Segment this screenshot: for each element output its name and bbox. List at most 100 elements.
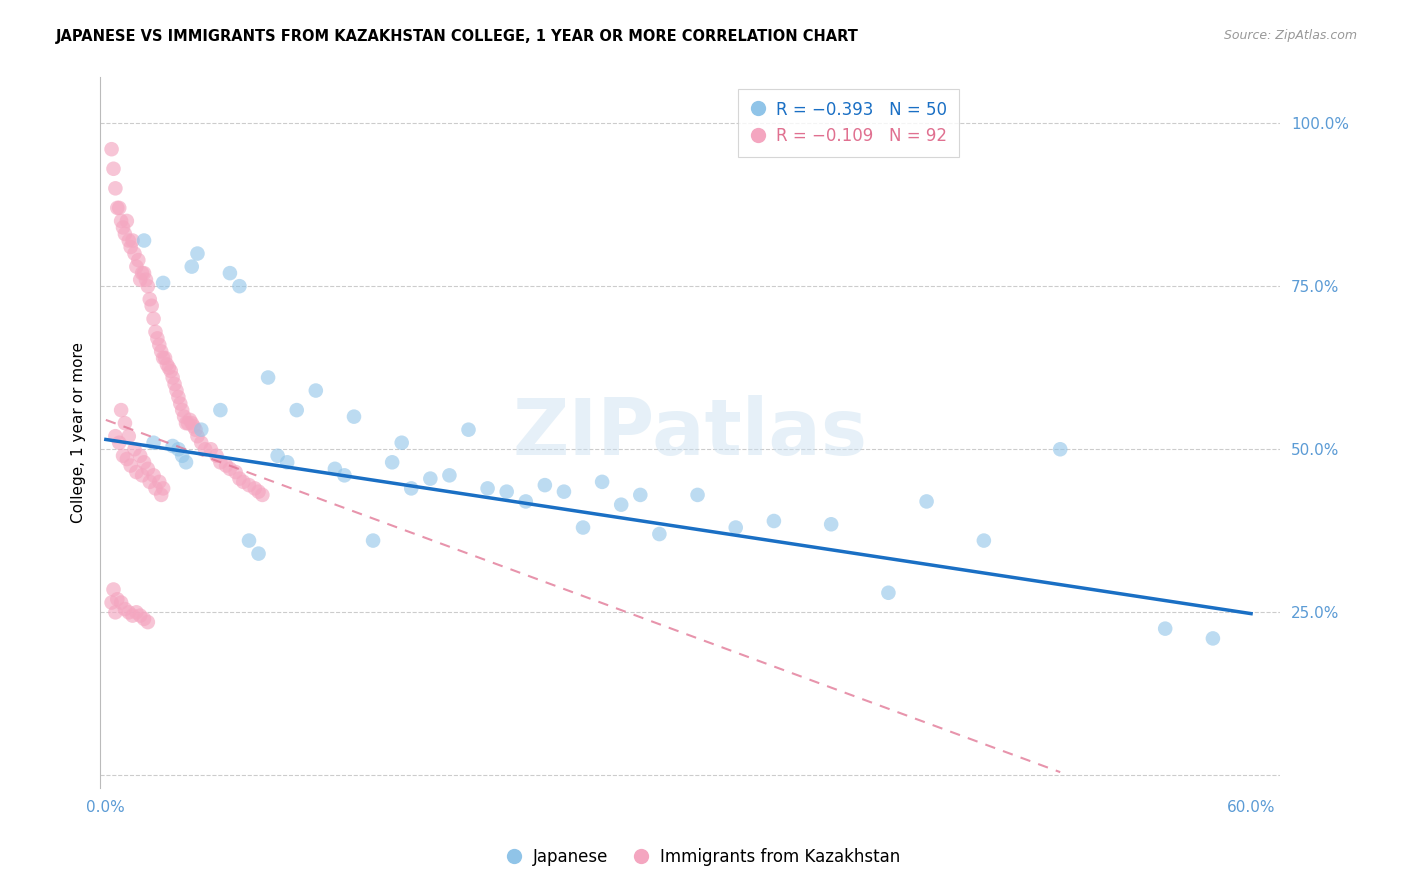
Point [100,595,122,609]
Point [391,435,413,450]
Point [243,482,266,496]
Point [132,455,155,469]
Point [162,370,184,384]
Point [686,488,709,502]
Point [285,403,308,417]
Point [1049,442,1071,457]
Point [167,442,190,457]
Point [186,429,208,443]
Point [877,586,900,600]
Point [591,475,613,489]
Point [238,478,260,492]
Point [148,475,170,489]
Point [114,227,136,241]
Point [136,615,159,629]
Point [136,279,159,293]
Point [139,292,162,306]
Point [515,494,537,508]
Point [179,413,201,427]
Point [495,484,517,499]
Point [183,419,205,434]
Point [162,439,184,453]
Point [104,429,127,443]
Point [136,462,159,476]
Point [132,612,155,626]
Point [152,276,174,290]
Point [103,161,125,176]
Text: ZIPatlas: ZIPatlas [512,395,868,471]
Point [104,181,127,195]
Point [219,266,242,280]
Point [184,423,207,437]
Point [141,299,163,313]
Point [110,403,132,417]
Point [915,494,938,508]
Point [361,533,384,548]
Point [139,475,162,489]
Point [169,396,191,410]
Point [762,514,785,528]
Point [180,416,202,430]
Point [820,517,842,532]
Point [228,279,250,293]
Point [205,449,228,463]
Point [628,488,651,502]
Point [105,592,128,607]
Point [190,423,212,437]
Point [238,533,260,548]
Point [114,602,136,616]
Point [142,435,165,450]
Point [232,475,254,489]
Text: JAPANESE VS IMMIGRANTS FROM KAZAKHSTAN COLLEGE, 1 YEAR OR MORE CORRELATION CHART: JAPANESE VS IMMIGRANTS FROM KAZAKHSTAN C… [56,29,859,44]
Point [219,462,242,476]
Point [127,253,149,268]
Point [100,142,122,156]
Point [167,390,190,404]
Legend: Japanese, Immigrants from Kazakhstan: Japanese, Immigrants from Kazakhstan [499,842,907,873]
Point [457,423,479,437]
Point [305,384,328,398]
Point [173,409,195,424]
Point [973,533,995,548]
Point [153,351,176,365]
Y-axis label: College, 1 year or more: College, 1 year or more [72,343,86,524]
Point [200,442,222,457]
Legend: R = −0.393   N = 50, R = −0.109   N = 92: R = −0.393 N = 50, R = −0.109 N = 92 [738,89,959,157]
Point [131,266,153,280]
Point [534,478,557,492]
Point [174,455,197,469]
Point [112,220,135,235]
Point [343,409,366,424]
Point [132,234,155,248]
Point [186,246,208,260]
Point [180,260,202,274]
Point [129,273,152,287]
Point [194,442,217,457]
Point [247,484,270,499]
Point [225,465,247,479]
Point [323,462,346,476]
Point [439,468,461,483]
Point [124,442,146,457]
Point [121,608,143,623]
Point [157,360,180,375]
Point [252,488,274,502]
Point [152,351,174,365]
Point [103,582,125,597]
Point [163,377,186,392]
Point [150,488,173,502]
Point [125,605,148,619]
Point [118,234,141,248]
Point [172,449,194,463]
Point [257,370,280,384]
Point [215,458,238,473]
Point [112,449,135,463]
Point [419,472,441,486]
Point [115,214,138,228]
Point [114,416,136,430]
Point [166,384,188,398]
Point [125,260,148,274]
Point [118,605,141,619]
Point [129,608,152,623]
Point [228,472,250,486]
